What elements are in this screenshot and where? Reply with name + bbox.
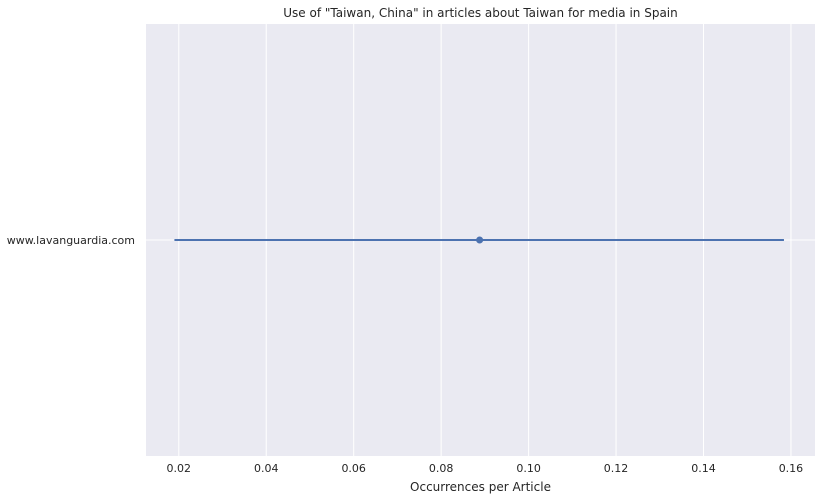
y-tick-label: www.lavanguardia.com bbox=[7, 234, 135, 247]
x-tick-label: 0.08 bbox=[429, 462, 454, 475]
x-tick-label: 0.10 bbox=[516, 462, 541, 475]
y-tick-labels: www.lavanguardia.com bbox=[7, 234, 135, 247]
x-tick-label: 0.02 bbox=[167, 462, 192, 475]
x-tick-label: 0.16 bbox=[779, 462, 804, 475]
x-tick-label: 0.04 bbox=[254, 462, 279, 475]
x-tick-labels: 0.02 0.04 0.06 0.08 0.10 0.12 0.14 0.16 bbox=[167, 462, 804, 475]
x-tick-label: 0.06 bbox=[341, 462, 366, 475]
x-tick-label: 0.12 bbox=[604, 462, 629, 475]
x-axis-label: Occurrences per Article bbox=[410, 480, 551, 494]
chart-title: Use of "Taiwan, China" in articles about… bbox=[283, 6, 677, 20]
chart-marks bbox=[174, 236, 784, 244]
x-tick-label: 0.14 bbox=[691, 462, 716, 475]
data-point bbox=[476, 236, 484, 244]
